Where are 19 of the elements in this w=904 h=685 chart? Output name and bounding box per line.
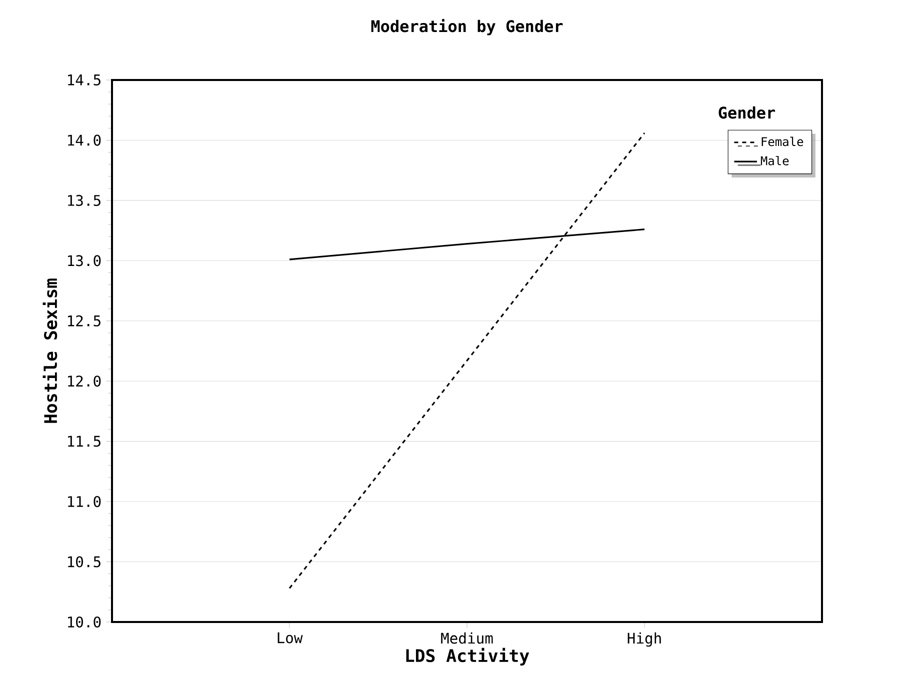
y-tick-label: 14.0 bbox=[68, 134, 101, 146]
y-tick-label: 14.5 bbox=[68, 74, 100, 86]
y-tick-label: 11.5 bbox=[68, 436, 100, 447]
legend-title: Gender bbox=[718, 106, 775, 119]
x-axis-title: LDS Activity bbox=[406, 648, 530, 666]
x-tick-label: High bbox=[628, 632, 661, 647]
legend-label: Female bbox=[762, 136, 804, 146]
y-tick-label: 13.0 bbox=[68, 255, 101, 266]
legend-label: Male bbox=[760, 156, 789, 166]
y-tick-label: 12.0 bbox=[68, 376, 101, 387]
y-tick-label: 10.0 bbox=[68, 616, 101, 628]
y-tick-label: 10.5 bbox=[68, 556, 100, 568]
x-tick-label: Medium bbox=[441, 632, 493, 644]
y-tick-label: 12.5 bbox=[68, 315, 100, 326]
y-tick-label: 13.5 bbox=[68, 194, 100, 206]
chart-title: Moderation by Gender bbox=[371, 18, 563, 36]
y-tick-label: 11.0 bbox=[68, 496, 101, 508]
x-tick-label: Low bbox=[278, 632, 303, 644]
y-axis-title: Hostile Sexism bbox=[42, 278, 58, 423]
